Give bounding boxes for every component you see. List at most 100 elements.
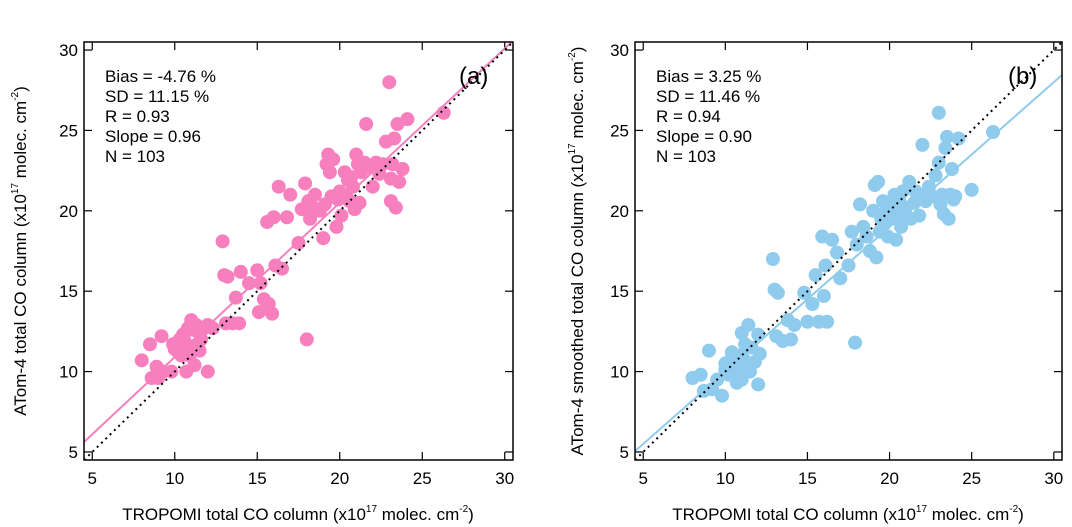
panel-b-x-tick-label: 25 bbox=[962, 469, 981, 488]
panel-a-x-tick-label: 20 bbox=[330, 469, 349, 488]
panel-b-data-point bbox=[770, 285, 785, 300]
panel-b-data-point bbox=[787, 317, 802, 332]
panel-a-data-point bbox=[187, 358, 202, 373]
panel-a-ticks: 5 10 15 20 25 30 5 10 15 20 25 30 bbox=[59, 41, 514, 488]
panel-a-y-tick-label: 30 bbox=[59, 41, 78, 60]
panel-a-data-point bbox=[134, 353, 149, 368]
panel-b-data-point bbox=[765, 252, 780, 267]
panel-b-data-point bbox=[751, 327, 766, 342]
panel-b-data-point bbox=[818, 258, 833, 273]
panel-b-data-point bbox=[938, 141, 953, 156]
panel-b-data-point bbox=[800, 314, 815, 329]
panel-a-x-axis-label: TROPOMI total CO column (x1017 molec. cm… bbox=[122, 504, 474, 524]
panel-a-data-point bbox=[250, 263, 265, 278]
panel-a-data-point bbox=[265, 306, 280, 321]
panel-a-marks bbox=[84, 42, 513, 460]
panel-b-data-point bbox=[820, 314, 835, 329]
panel-b-plot-frame bbox=[634, 41, 1063, 461]
panel-b-data-point bbox=[931, 105, 946, 120]
panel-b-data-point bbox=[948, 189, 963, 204]
panel-b-data-point bbox=[894, 219, 909, 234]
panel-b-data-point bbox=[940, 129, 955, 144]
panel-b-data-point bbox=[805, 297, 820, 312]
panel-a-data-point bbox=[352, 195, 367, 210]
panel-b-data-point bbox=[784, 332, 799, 347]
panel-a-data-point bbox=[291, 235, 306, 250]
panel-a-data-point bbox=[275, 261, 289, 276]
panel-b-y-tick-label: 30 bbox=[610, 41, 629, 60]
panel-b-data-point bbox=[715, 388, 730, 403]
panel-b-x-axis-label: TROPOMI total CO column (x1017 molec. cm… bbox=[672, 504, 1024, 524]
panel-a-tag: (a) bbox=[459, 63, 488, 90]
panel-b-data-point bbox=[964, 182, 979, 197]
panel-b-data-point bbox=[849, 237, 864, 252]
panel-b-stat-r: R = 0.94 bbox=[656, 107, 721, 126]
panel-b-data-point bbox=[944, 162, 959, 177]
panel-a-x-tick-label: 15 bbox=[248, 469, 267, 488]
panel-b-y-tick-label: 5 bbox=[620, 443, 629, 462]
panel-b-data-point bbox=[951, 131, 966, 146]
panel-b-y-axis-label: ATom-4 smoothed total CO column (x1017 m… bbox=[567, 47, 587, 456]
panel-b-stat-slope: Slope = 0.90 bbox=[656, 127, 752, 146]
panel-a-one-to-one-line bbox=[84, 42, 513, 460]
panel-a-data-point bbox=[298, 176, 313, 191]
panel-b-data-point bbox=[841, 258, 856, 273]
panel-b-y-tick-label: 25 bbox=[610, 121, 629, 140]
panel-a-data-point bbox=[388, 200, 403, 215]
panel-a-stats: Bias = -4.76 % SD = 11.15 % R = 0.93 Slo… bbox=[105, 67, 216, 166]
panel-a-data-point bbox=[365, 179, 380, 194]
panel-b-data-point bbox=[833, 271, 848, 286]
panel-b-data-point bbox=[825, 232, 840, 247]
panel-b-data-point bbox=[941, 211, 956, 226]
panel-b-data-point bbox=[830, 245, 845, 260]
panel-b-data-point bbox=[741, 317, 756, 332]
panel-a-stat-sd: SD = 11.15 % bbox=[105, 87, 209, 106]
panel-b-x-tick-label: 5 bbox=[638, 469, 647, 488]
panel-b-data-point bbox=[928, 168, 943, 183]
panel-a-data-point bbox=[345, 179, 360, 194]
panel-a-data-point bbox=[359, 116, 374, 131]
panel-a-data-point bbox=[220, 269, 235, 284]
panel-a-stat-bias: Bias = -4.76 % bbox=[105, 67, 216, 86]
panel-a-x-tick-label: 25 bbox=[413, 469, 432, 488]
panel-b-y-tick-label: 10 bbox=[610, 363, 629, 382]
panel-a-data-point bbox=[232, 316, 247, 331]
scatter-panel-b: 5 10 15 20 25 30 5 10 15 20 25 30 (b) Bias = 3.25 %… bbox=[567, 41, 1063, 524]
panel-a-plot-frame bbox=[83, 41, 514, 461]
panel-a-data-point bbox=[164, 364, 179, 379]
panel-a-data-point bbox=[392, 174, 407, 189]
panel-b-data-point bbox=[848, 335, 863, 350]
panel-a-data-point bbox=[334, 208, 349, 223]
panel-a-x-tick-label: 10 bbox=[165, 469, 184, 488]
panel-a-stat-r: R = 0.93 bbox=[105, 107, 170, 126]
panel-a-y-tick-label: 25 bbox=[59, 121, 78, 140]
panel-a-data-point bbox=[326, 152, 341, 167]
panel-a-y-tick-label: 15 bbox=[59, 282, 78, 301]
panel-a-data-point bbox=[283, 187, 298, 202]
panel-b-data-point bbox=[844, 224, 859, 239]
panel-b-stats: Bias = 3.25 % SD = 11.46 % R = 0.94 Slop… bbox=[656, 67, 761, 166]
panel-b-data-point bbox=[701, 343, 716, 358]
panel-a-data-point bbox=[271, 179, 286, 194]
scatter-panel-a: 5 10 15 20 25 30 5 10 15 20 25 30 (a) Bias = -4.76 … bbox=[10, 41, 514, 524]
panel-b-y-tick-label: 15 bbox=[610, 282, 629, 301]
panel-b-data-point bbox=[752, 346, 767, 361]
panel-a-data-point bbox=[316, 231, 331, 246]
panel-a-x-tick-label: 5 bbox=[88, 469, 97, 488]
panel-b-stat-n: N = 103 bbox=[656, 147, 716, 166]
panel-b-data-point bbox=[986, 125, 1001, 140]
panel-b-data-point bbox=[852, 197, 867, 212]
panel-b-data-point bbox=[889, 232, 904, 247]
panel-b-x-tick-label: 30 bbox=[1044, 469, 1063, 488]
panel-a-data-point bbox=[192, 343, 207, 358]
panel-b-data-point bbox=[912, 208, 927, 223]
panel-b-y-tick-label: 20 bbox=[610, 202, 629, 221]
panel-a-data-point bbox=[436, 105, 451, 120]
panel-b-data-point bbox=[693, 367, 708, 382]
panel-a-data-point bbox=[308, 187, 322, 202]
panel-a-data-point bbox=[395, 162, 410, 177]
panel-b-data-point bbox=[869, 250, 884, 265]
panel-b-stat-bias: Bias = 3.25 % bbox=[656, 67, 761, 86]
panel-a-x-tick-label: 30 bbox=[495, 469, 514, 488]
panel-b-stat-sd: SD = 11.46 % bbox=[656, 87, 760, 106]
